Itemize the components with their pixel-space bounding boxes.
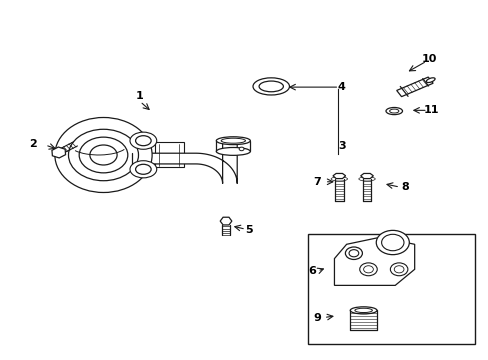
Ellipse shape [221, 138, 245, 143]
Text: 3: 3 [337, 141, 345, 151]
Text: 7: 7 [313, 177, 321, 187]
Text: 6: 6 [308, 266, 316, 276]
Ellipse shape [135, 164, 151, 174]
Text: 11: 11 [423, 105, 439, 115]
Ellipse shape [389, 109, 398, 113]
Ellipse shape [216, 148, 250, 156]
Ellipse shape [252, 78, 289, 95]
Circle shape [393, 266, 403, 273]
Ellipse shape [426, 78, 434, 82]
FancyBboxPatch shape [154, 143, 183, 167]
Ellipse shape [385, 108, 402, 114]
Polygon shape [334, 237, 414, 285]
Ellipse shape [130, 132, 157, 149]
Ellipse shape [381, 234, 403, 251]
Ellipse shape [348, 249, 358, 257]
FancyBboxPatch shape [307, 234, 474, 344]
Ellipse shape [259, 81, 283, 92]
Polygon shape [220, 217, 231, 225]
Ellipse shape [358, 177, 374, 181]
Text: 9: 9 [313, 312, 321, 323]
Ellipse shape [354, 308, 372, 312]
Circle shape [239, 147, 244, 151]
Text: 4: 4 [337, 82, 345, 92]
Ellipse shape [130, 161, 157, 178]
Polygon shape [52, 147, 65, 158]
Text: 2: 2 [29, 139, 37, 149]
Circle shape [68, 129, 138, 181]
Ellipse shape [330, 177, 347, 181]
Text: 10: 10 [421, 54, 436, 64]
Text: 1: 1 [136, 91, 143, 101]
Circle shape [363, 266, 372, 273]
Text: 5: 5 [245, 225, 253, 235]
Ellipse shape [375, 230, 408, 255]
Ellipse shape [55, 117, 152, 193]
Polygon shape [332, 174, 345, 179]
Text: 8: 8 [400, 182, 408, 192]
Polygon shape [396, 77, 432, 96]
Polygon shape [360, 174, 372, 179]
Ellipse shape [349, 307, 376, 314]
Polygon shape [131, 143, 237, 184]
Ellipse shape [345, 247, 362, 260]
Ellipse shape [135, 136, 151, 146]
Circle shape [389, 263, 407, 276]
Circle shape [359, 263, 376, 276]
Ellipse shape [216, 137, 250, 145]
Circle shape [90, 145, 117, 165]
Circle shape [79, 137, 127, 173]
